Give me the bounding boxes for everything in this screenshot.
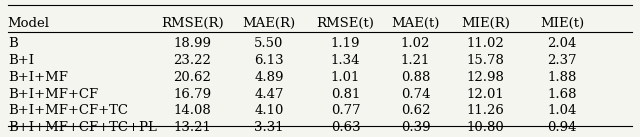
Text: 15.78: 15.78 <box>467 54 504 67</box>
Text: B+I+MF+CF+TC: B+I+MF+CF+TC <box>8 104 128 117</box>
Text: 23.22: 23.22 <box>173 54 211 67</box>
Text: 12.01: 12.01 <box>467 88 504 101</box>
Text: 2.37: 2.37 <box>547 54 577 67</box>
Text: 1.88: 1.88 <box>547 71 577 84</box>
Text: RMSE(t): RMSE(t) <box>317 17 374 30</box>
Text: MAE(t): MAE(t) <box>392 17 440 30</box>
Text: MAE(R): MAE(R) <box>243 17 296 30</box>
Text: 1.68: 1.68 <box>547 88 577 101</box>
Text: 1.01: 1.01 <box>331 71 360 84</box>
Text: Model: Model <box>8 17 50 30</box>
Text: 3.31: 3.31 <box>254 121 284 134</box>
Text: 1.21: 1.21 <box>401 54 430 67</box>
Text: B+I+MF+CF+TC+PL: B+I+MF+CF+TC+PL <box>8 121 157 134</box>
Text: B+I+MF: B+I+MF <box>8 71 68 84</box>
Text: 10.80: 10.80 <box>467 121 504 134</box>
Text: 2.04: 2.04 <box>547 37 577 50</box>
Text: 4.89: 4.89 <box>254 71 284 84</box>
Text: 13.21: 13.21 <box>173 121 211 134</box>
Text: 1.04: 1.04 <box>547 104 577 117</box>
Text: 11.26: 11.26 <box>467 104 504 117</box>
Text: 12.98: 12.98 <box>467 71 504 84</box>
Text: B: B <box>8 37 17 50</box>
Text: MIE(R): MIE(R) <box>461 17 510 30</box>
Text: 16.79: 16.79 <box>173 88 212 101</box>
Text: 0.39: 0.39 <box>401 121 430 134</box>
Text: 0.77: 0.77 <box>331 104 360 117</box>
Text: B+I+MF+CF: B+I+MF+CF <box>8 88 98 101</box>
Text: 4.47: 4.47 <box>254 88 284 101</box>
Text: RMSE(R): RMSE(R) <box>161 17 224 30</box>
Text: MIE(t): MIE(t) <box>540 17 584 30</box>
Text: 0.88: 0.88 <box>401 71 430 84</box>
Text: 0.74: 0.74 <box>401 88 430 101</box>
Text: 20.62: 20.62 <box>173 71 211 84</box>
Text: 0.94: 0.94 <box>547 121 577 134</box>
Text: B+I: B+I <box>8 54 34 67</box>
Text: 5.50: 5.50 <box>254 37 284 50</box>
Text: 0.63: 0.63 <box>331 121 360 134</box>
Text: 14.08: 14.08 <box>173 104 211 117</box>
Text: 11.02: 11.02 <box>467 37 504 50</box>
Text: 6.13: 6.13 <box>254 54 284 67</box>
Text: 0.81: 0.81 <box>331 88 360 101</box>
Text: 4.10: 4.10 <box>254 104 284 117</box>
Text: 1.34: 1.34 <box>331 54 360 67</box>
Text: 0.62: 0.62 <box>401 104 430 117</box>
Text: 1.02: 1.02 <box>401 37 430 50</box>
Text: 1.19: 1.19 <box>331 37 360 50</box>
Text: 18.99: 18.99 <box>173 37 212 50</box>
